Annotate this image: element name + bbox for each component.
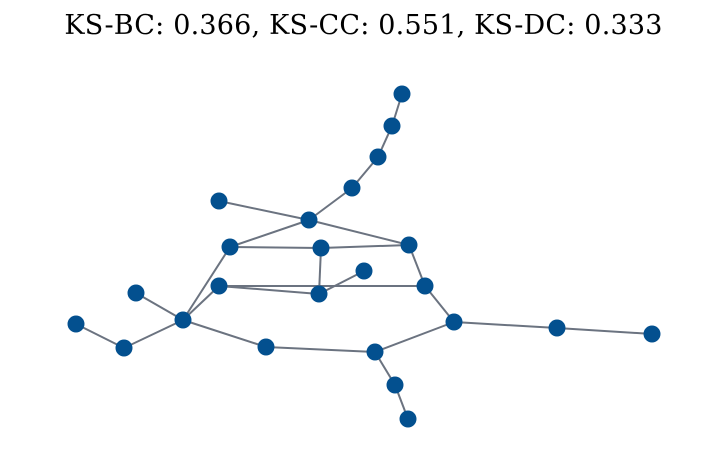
graph-edge <box>218 200 310 221</box>
graph-node <box>300 211 318 229</box>
graph-node <box>399 410 417 428</box>
graph-edge <box>182 246 231 321</box>
graph-edge <box>320 244 410 249</box>
graph-edge <box>229 246 322 249</box>
graph-node <box>643 325 661 343</box>
graph-node <box>257 338 275 356</box>
node-layer <box>67 85 661 428</box>
graph-edge <box>229 219 310 248</box>
graph-node <box>386 376 404 394</box>
graph-node <box>312 239 330 257</box>
graph-edge <box>374 321 455 353</box>
graph-node <box>393 85 411 103</box>
graph-node <box>210 277 228 295</box>
graph-node <box>369 148 387 166</box>
graph-title: KS-BC: 0.366, KS-CC: 0.551, KS-DC: 0.333 <box>64 10 663 41</box>
graph-node <box>210 192 228 210</box>
graph-edge <box>123 319 184 349</box>
graph-node <box>174 311 192 329</box>
graph-edge <box>453 321 558 329</box>
graph-node <box>343 179 361 197</box>
graph-node <box>400 236 418 254</box>
graph-edge <box>75 323 125 349</box>
graph-node <box>445 313 463 331</box>
graph-node <box>115 339 133 357</box>
graph-node <box>383 117 401 135</box>
edge-layer <box>75 93 653 420</box>
graph-edge <box>308 187 353 221</box>
graph-node <box>355 262 373 280</box>
graph-edge <box>556 327 653 335</box>
graph-edge <box>308 219 410 246</box>
graph-edge <box>182 319 267 348</box>
graph-node <box>416 277 434 295</box>
graph-node <box>548 319 566 337</box>
graph-node <box>127 284 145 302</box>
graph-edge <box>135 292 184 321</box>
graph-node <box>67 315 85 333</box>
graph-edge <box>265 346 376 353</box>
graph-node <box>221 238 239 256</box>
graph-node <box>366 343 384 361</box>
graph-edge <box>218 285 320 295</box>
graph-node <box>310 285 328 303</box>
